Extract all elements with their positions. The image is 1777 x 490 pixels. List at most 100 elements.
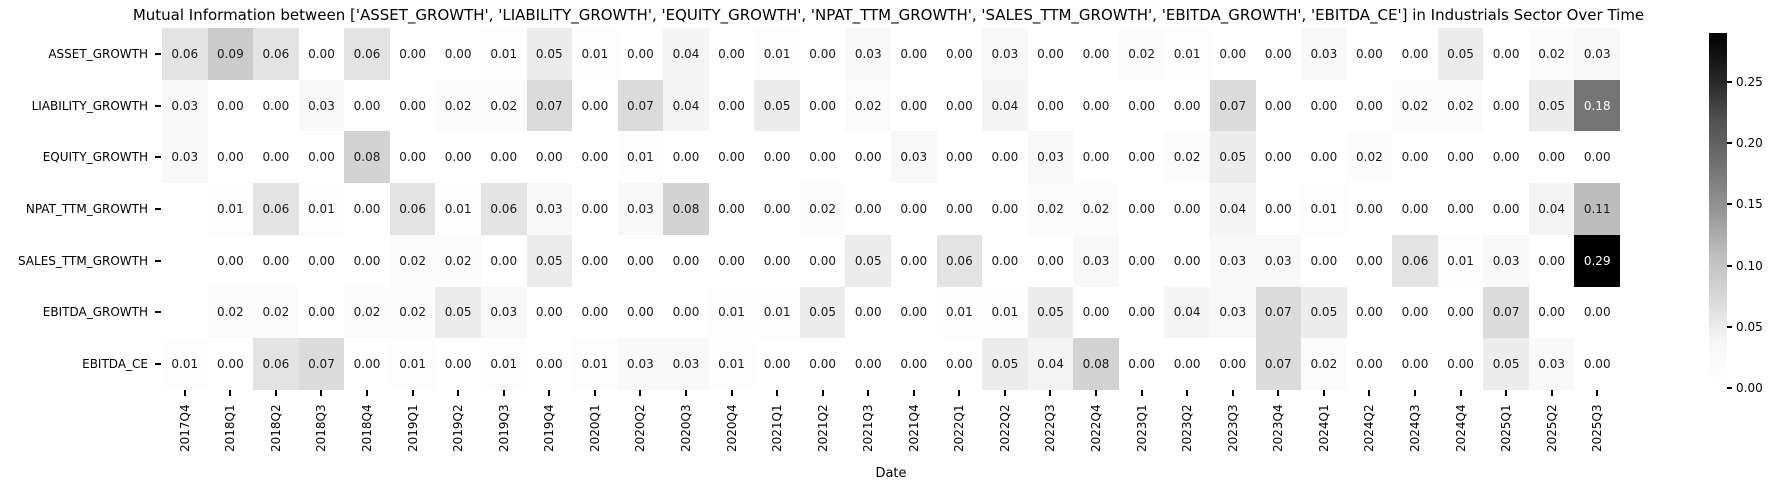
heatmap-cell: 0.02 bbox=[435, 234, 481, 287]
x-tick-mark bbox=[320, 390, 323, 396]
heatmap-cell: 0.00 bbox=[1301, 234, 1347, 287]
x-tick-label: 2022Q3 bbox=[1043, 404, 1058, 452]
heatmap-cell: 0.00 bbox=[1437, 286, 1484, 339]
heatmap-cell: 0.00 bbox=[891, 79, 937, 132]
heatmap-cell: 0.00 bbox=[1118, 338, 1165, 390]
x-tick-mark bbox=[1231, 390, 1234, 396]
heatmap-cell: 0.00 bbox=[799, 28, 846, 80]
heatmap-cell: 0.01 bbox=[1301, 183, 1347, 235]
heatmap-cell: 0.00 bbox=[1574, 338, 1620, 390]
heatmap-cell: 0.00 bbox=[1437, 131, 1484, 184]
x-tick-mark bbox=[1505, 390, 1508, 396]
heatmap-cell: 0.02 bbox=[799, 183, 846, 235]
heatmap-cell: 0.00 bbox=[663, 234, 709, 287]
heatmap-cell: 0.02 bbox=[253, 286, 299, 339]
heatmap-cell: 0.00 bbox=[617, 286, 664, 339]
heatmap-cell: 0.03 bbox=[1483, 234, 1529, 287]
heatmap-cell: 0.05 bbox=[845, 234, 891, 287]
heatmap-cell: 0.00 bbox=[1528, 131, 1575, 184]
heatmap-cell: 0.00 bbox=[1346, 338, 1393, 390]
colorbar-tick-mark bbox=[1727, 203, 1732, 206]
heatmap-cell: 0.02 bbox=[1164, 131, 1210, 184]
y-tick-mark bbox=[155, 311, 161, 314]
y-tick-label: ASSET_GROWTH bbox=[48, 46, 148, 61]
colorbar-tick-label: 0.10 bbox=[1736, 258, 1763, 273]
heatmap-cell: 0.01 bbox=[572, 28, 618, 80]
x-tick-label: 2024Q1 bbox=[1316, 404, 1331, 452]
heatmap-cell: 0.01 bbox=[982, 286, 1028, 339]
x-tick-label: 2025Q1 bbox=[1499, 404, 1514, 452]
heatmap-cell: 0.00 bbox=[845, 338, 891, 390]
heatmap-cell: 0.01 bbox=[708, 286, 755, 339]
heatmap-cell: 0.06 bbox=[253, 28, 299, 80]
heatmap-cell: 0.00 bbox=[253, 234, 299, 287]
heatmap-cell: 0.00 bbox=[1255, 183, 1302, 235]
x-tick-mark bbox=[502, 390, 505, 396]
heatmap-cell: 0.07 bbox=[298, 338, 345, 390]
heatmap-cell: 0.03 bbox=[1255, 234, 1302, 287]
heatmap-cell: 0.00 bbox=[1027, 28, 1074, 80]
heatmap-cell: 0.00 bbox=[298, 28, 345, 80]
heatmap-cell: 0.09 bbox=[207, 28, 254, 80]
heatmap-cell: 0.00 bbox=[344, 79, 390, 132]
heatmap-cell: 0.00 bbox=[936, 28, 983, 80]
heatmap-cell: 0.00 bbox=[572, 79, 618, 132]
heatmap-cell: 0.04 bbox=[663, 79, 709, 132]
heatmap-cell: 0.00 bbox=[572, 234, 618, 287]
x-tick-label: 2021Q4 bbox=[906, 404, 921, 452]
heatmap-cell: 0.00 bbox=[708, 28, 755, 80]
heatmap-cell: 0.00 bbox=[207, 338, 254, 390]
colorbar-tick-label: 0.25 bbox=[1736, 74, 1763, 89]
heatmap-cell: 0.05 bbox=[1209, 131, 1256, 184]
heatmap-cell: 0.00 bbox=[1437, 183, 1484, 235]
heatmap-cell: 0.06 bbox=[253, 338, 299, 390]
x-tick-label: 2022Q1 bbox=[952, 404, 967, 452]
x-tick-label: 2018Q1 bbox=[223, 404, 238, 452]
heatmap-cell: 0.00 bbox=[1301, 79, 1347, 132]
heatmap-cell: 0.03 bbox=[298, 79, 345, 132]
heatmap-cell: 0.08 bbox=[1073, 338, 1119, 390]
heatmap-cell: 0.01 bbox=[572, 338, 618, 390]
heatmap-cell: 0.02 bbox=[389, 286, 436, 339]
heatmap-cell: 0.01 bbox=[708, 338, 755, 390]
heatmap-cell: 0.02 bbox=[1528, 28, 1575, 80]
heatmap-cell: 0.00 bbox=[1483, 131, 1529, 184]
x-tick-mark bbox=[684, 390, 687, 396]
heatmap-cell: 0.03 bbox=[162, 79, 208, 132]
heatmap-cell bbox=[162, 183, 208, 235]
x-tick-mark bbox=[776, 390, 779, 396]
x-tick-label: 2021Q3 bbox=[861, 404, 876, 452]
heatmap-cell: 0.00 bbox=[1346, 234, 1393, 287]
heatmap-cell: 0.00 bbox=[617, 234, 664, 287]
heatmap-cell: 0.06 bbox=[344, 28, 390, 80]
x-tick-label: 2018Q2 bbox=[268, 404, 283, 452]
heatmap-cell: 0.00 bbox=[1483, 28, 1529, 80]
heatmap-cell: 0.00 bbox=[663, 286, 709, 339]
x-tick-label: 2023Q3 bbox=[1225, 404, 1240, 452]
x-tick-mark bbox=[1003, 390, 1006, 396]
heatmap-cell: 0.00 bbox=[936, 183, 983, 235]
heatmap-cell: 0.02 bbox=[480, 79, 527, 132]
heatmap-cell: 0.00 bbox=[1346, 28, 1393, 80]
heatmap-cell: 0.06 bbox=[1392, 234, 1438, 287]
heatmap-cell: 0.02 bbox=[845, 79, 891, 132]
heatmap-cell: 0.00 bbox=[298, 131, 345, 184]
heatmap-cell: 0.00 bbox=[344, 183, 390, 235]
heatmap-cell: 0.00 bbox=[1027, 79, 1074, 132]
heatmap-cell: 0.18 bbox=[1574, 79, 1620, 132]
heatmap-cell: 0.29 bbox=[1574, 234, 1620, 287]
y-tick-mark bbox=[155, 104, 161, 107]
heatmap-cell: 0.07 bbox=[1209, 79, 1256, 132]
y-tick-label: NPAT_TTM_GROWTH bbox=[25, 202, 148, 216]
heatmap-cell: 0.00 bbox=[1528, 234, 1575, 287]
heatmap-cell: 0.06 bbox=[162, 28, 208, 80]
y-tick-mark bbox=[155, 208, 161, 210]
heatmap-cell: 0.01 bbox=[617, 131, 664, 184]
x-tick-mark bbox=[1413, 390, 1416, 396]
heatmap-cell: 0.05 bbox=[1027, 286, 1074, 339]
heatmap-cell: 0.00 bbox=[1073, 28, 1119, 80]
heatmap-cell: 0.06 bbox=[389, 183, 436, 235]
x-tick-label: 2023Q2 bbox=[1180, 404, 1195, 452]
x-tick-mark bbox=[1186, 390, 1189, 396]
heatmap-cell: 0.00 bbox=[1301, 131, 1347, 184]
